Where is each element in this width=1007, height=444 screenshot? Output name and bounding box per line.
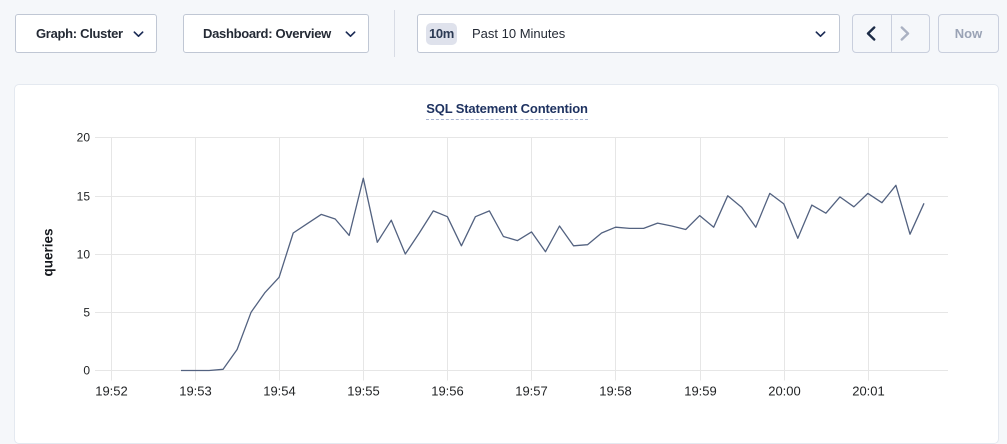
svg-text:20: 20 <box>77 131 91 145</box>
svg-text:20:00: 20:00 <box>768 384 801 399</box>
svg-text:19:57: 19:57 <box>515 384 548 399</box>
svg-text:19:52: 19:52 <box>95 384 128 399</box>
svg-text:19:56: 19:56 <box>431 384 464 399</box>
svg-text:15: 15 <box>77 190 91 204</box>
svg-text:queries: queries <box>41 228 56 276</box>
svg-text:5: 5 <box>83 306 90 320</box>
svg-text:19:59: 19:59 <box>684 384 717 399</box>
svg-text:19:54: 19:54 <box>263 384 296 399</box>
svg-text:19:55: 19:55 <box>347 384 380 399</box>
svg-text:10: 10 <box>77 248 91 262</box>
svg-text:19:58: 19:58 <box>599 384 632 399</box>
svg-text:19:53: 19:53 <box>179 384 212 399</box>
svg-text:0: 0 <box>83 364 90 378</box>
svg-text:20:01: 20:01 <box>852 384 885 399</box>
